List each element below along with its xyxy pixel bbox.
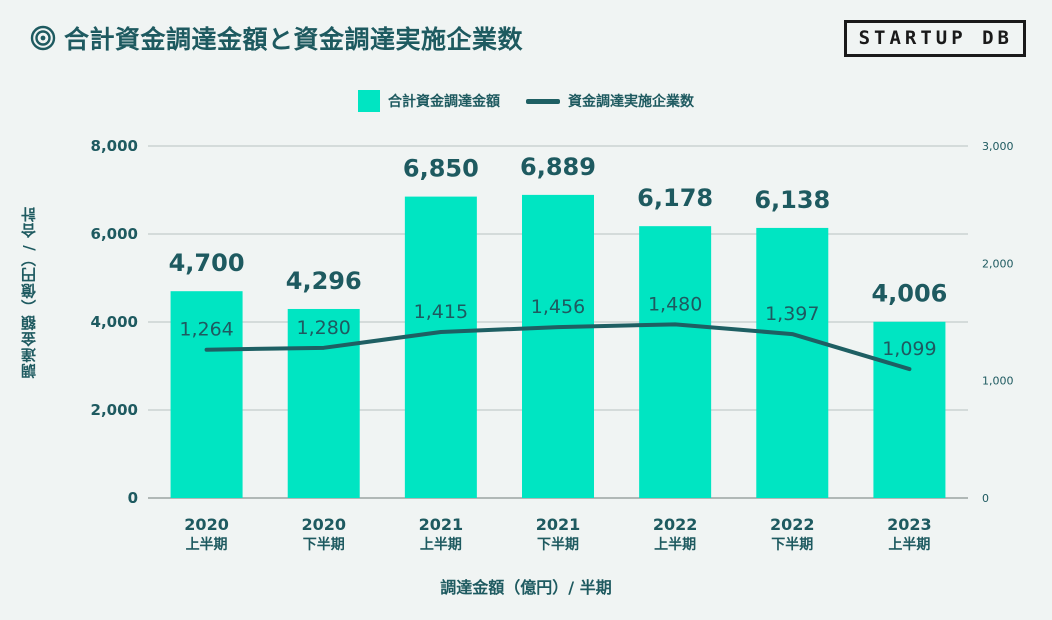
startup-db-logo: STARTUP DB [843,20,1026,57]
x-tick-half: 上半期 [888,536,930,553]
right-tick-label: 0 [982,492,989,505]
x-tick-year: 2023 [887,515,932,534]
x-tick-half: 下半期 [771,536,813,553]
left-tick-label: 4,000 [91,313,138,331]
bar-value-label: 6,889 [520,153,596,181]
right-tick-label: 2,000 [982,257,1014,270]
left-tick-label: 8,000 [91,137,138,155]
x-tick-half: 上半期 [420,536,462,553]
bar-value-label: 6,138 [754,186,830,214]
bar [522,194,594,498]
line-value-label: 1,264 [179,319,233,341]
legend-line-swatch [526,98,560,104]
x-axis-label: 調達金額（億円）/ 半期 [440,578,612,597]
target-icon [30,25,56,51]
bar [287,308,360,498]
bar-value-label: 4,700 [169,249,245,277]
x-tick-year: 2020 [184,515,229,534]
line-value-label: 1,397 [765,303,819,325]
right-tick-label: 3,000 [982,140,1014,153]
left-tick-label: 2,000 [91,401,138,419]
x-tick-year: 2020 [301,515,346,534]
legend-line-label: 資金調達実施企業数 [568,94,694,110]
bar-value-label: 6,178 [637,184,713,212]
x-tick-half: 上半期 [186,536,228,553]
x-tick-half: 下半期 [303,536,345,553]
chart-legend: 合計資金調達金額 資金調達実施企業数 [0,90,1052,112]
left-tick-label: 0 [128,489,138,507]
x-tick-half: 下半期 [537,536,579,553]
x-tick-year: 2021 [419,515,464,534]
line-series [204,322,912,372]
line-value-label: 1,099 [882,338,936,360]
bar [756,227,829,499]
line-value-label: 1,480 [648,293,702,315]
legend-item-bar: 合計資金調達金額 [358,90,500,112]
legend-bar-swatch [358,90,380,112]
title-area: 合計資金調達金額と資金調達実施企業数 [30,20,523,56]
x-tick-year: 2021 [536,515,581,534]
bar [639,226,712,498]
line-value-label: 1,280 [297,317,351,339]
bar [170,291,243,498]
bar-value-label: 4,296 [286,267,362,295]
x-tick-year: 2022 [653,515,698,534]
legend-item-line: 資金調達実施企業数 [526,91,694,111]
line-value-label: 1,415 [414,301,468,323]
bar-value-label: 4,006 [871,280,947,308]
x-tick-half: 上半期 [654,536,696,553]
bar [873,321,946,498]
legend-bar-label: 合計資金調達金額 [388,94,500,110]
right-tick-label: 1,000 [982,375,1014,388]
left-tick-label: 6,000 [91,225,138,243]
bar-value-label: 6,850 [403,155,479,183]
bar [404,196,477,498]
x-tick-year: 2022 [770,515,815,534]
line-value-label: 1,456 [531,296,585,318]
page-title: 合計資金調達金額と資金調達実施企業数 [64,25,524,54]
